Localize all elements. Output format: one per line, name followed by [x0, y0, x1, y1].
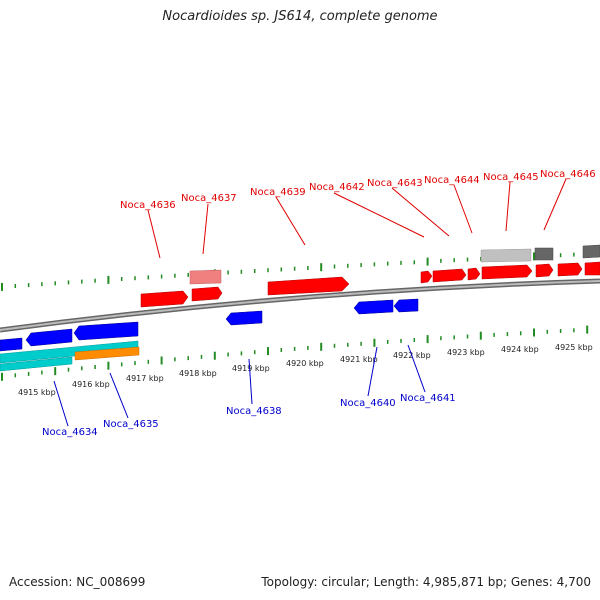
label-leader-noca-4639 [275, 196, 306, 246]
label-leader-noca-4644 [453, 184, 473, 234]
label-leader-noca-4636 [147, 209, 161, 259]
kbp-label: 4924 kbp [501, 345, 539, 354]
label-leader-noca-4646 [543, 178, 567, 231]
kbp-label: 4918 kbp [179, 369, 217, 378]
kbp-label: 4920 kbp [286, 359, 324, 368]
feature-orange[interactable] [74, 346, 140, 361]
gene-arrow-noca-4646a[interactable] [535, 263, 554, 278]
gene-arrow-noca-4636[interactable] [140, 290, 189, 308]
label-leader-noca-4641 [407, 344, 426, 393]
label-leader-noca-4645 [505, 181, 511, 232]
gene-label-noca-4646[interactable]: Noca_4646 [540, 169, 596, 180]
gene-arrow-noca-4638[interactable] [225, 310, 263, 326]
label-leader-noca-4637 [202, 203, 209, 255]
gene-label-noca-4635[interactable]: Noca_4635 [103, 419, 159, 430]
label-leader-noca-4638 [248, 358, 253, 405]
kbp-label: 4916 kbp [72, 380, 110, 389]
forward-genes [140, 244, 600, 308]
gene-arrow-noca-4639[interactable] [267, 276, 350, 296]
feature-cyan-2[interactable] [0, 356, 73, 372]
label-leader-noca-4635 [109, 372, 129, 419]
gene-label-noca-4634[interactable]: Noca_4634 [42, 427, 98, 438]
genome-summary-text: Topology: circular; Length: 4,985,871 bp… [261, 575, 591, 589]
label-leader-noca-4634 [53, 380, 69, 427]
top-gene-labels [147, 178, 567, 259]
accession-text: Accession: NC_008699 [9, 575, 146, 589]
bottom-gene-labels [53, 344, 426, 427]
gene-label-noca-4642[interactable]: Noca_4642 [309, 182, 365, 193]
gene-arrow-noca-4640[interactable] [353, 299, 394, 315]
gene-label-noca-4637[interactable]: Noca_4637 [181, 193, 237, 204]
gene-arrow-noca-4635[interactable] [73, 321, 139, 341]
kbp-label: 4915 kbp [18, 388, 56, 397]
kbp-label: 4921 kbp [340, 355, 378, 364]
gene-arrow-noca-4643[interactable] [432, 268, 467, 283]
gene-arrow-noca-4637[interactable] [191, 286, 223, 302]
gene-label-noca-4643[interactable]: Noca_4643 [367, 178, 423, 189]
feature-light-gray[interactable] [480, 248, 532, 263]
label-leader-noca-4642 [333, 192, 425, 238]
feature-dark-gray[interactable] [534, 247, 554, 261]
gene-arrow-noca-4646b[interactable] [557, 262, 583, 277]
kbp-label: 4919 kbp [232, 364, 270, 373]
map-title: Nocardioides sp. JS614, complete genome [162, 9, 438, 24]
gene-arrow-noca-4634a[interactable] [0, 337, 23, 352]
gene-arrow-noca-4634[interactable] [25, 328, 73, 347]
gene-arrow-noca-4641[interactable] [393, 298, 419, 313]
gene-arrow-noca-4644[interactable] [467, 267, 481, 281]
label-leader-noca-4643 [391, 187, 450, 237]
gene-label-noca-4636[interactable]: Noca_4636 [120, 200, 176, 211]
gene-label-noca-4639[interactable]: Noca_4639 [250, 187, 306, 198]
kbp-label: 4923 kbp [447, 348, 485, 357]
gene-label-noca-4641[interactable]: Noca_4641 [400, 393, 456, 404]
gene-label-noca-4644[interactable]: Noca_4644 [424, 175, 480, 186]
reverse-genes [0, 298, 419, 372]
inner-tick-row [1, 325, 589, 381]
gene-arrow-noca-4637-faded[interactable] [189, 269, 222, 285]
label-leader-noca-4640 [367, 346, 378, 397]
gene-label-noca-4638[interactable]: Noca_4638 [226, 406, 282, 417]
gene-label-noca-4645[interactable]: Noca_4645 [483, 172, 539, 183]
feature-dark-gray-2[interactable] [582, 244, 600, 259]
kbp-label: 4925 kbp [555, 343, 593, 352]
gene-arrow-noca-4645[interactable] [481, 264, 533, 280]
kbp-label: 4917 kbp [126, 374, 164, 383]
gene-arrow-offscreen[interactable] [584, 261, 600, 276]
gene-label-noca-4640[interactable]: Noca_4640 [340, 398, 396, 409]
gene-arrow-noca-4642[interactable] [420, 270, 433, 284]
